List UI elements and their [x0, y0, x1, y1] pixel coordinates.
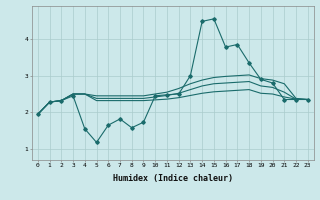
X-axis label: Humidex (Indice chaleur): Humidex (Indice chaleur) — [113, 174, 233, 183]
